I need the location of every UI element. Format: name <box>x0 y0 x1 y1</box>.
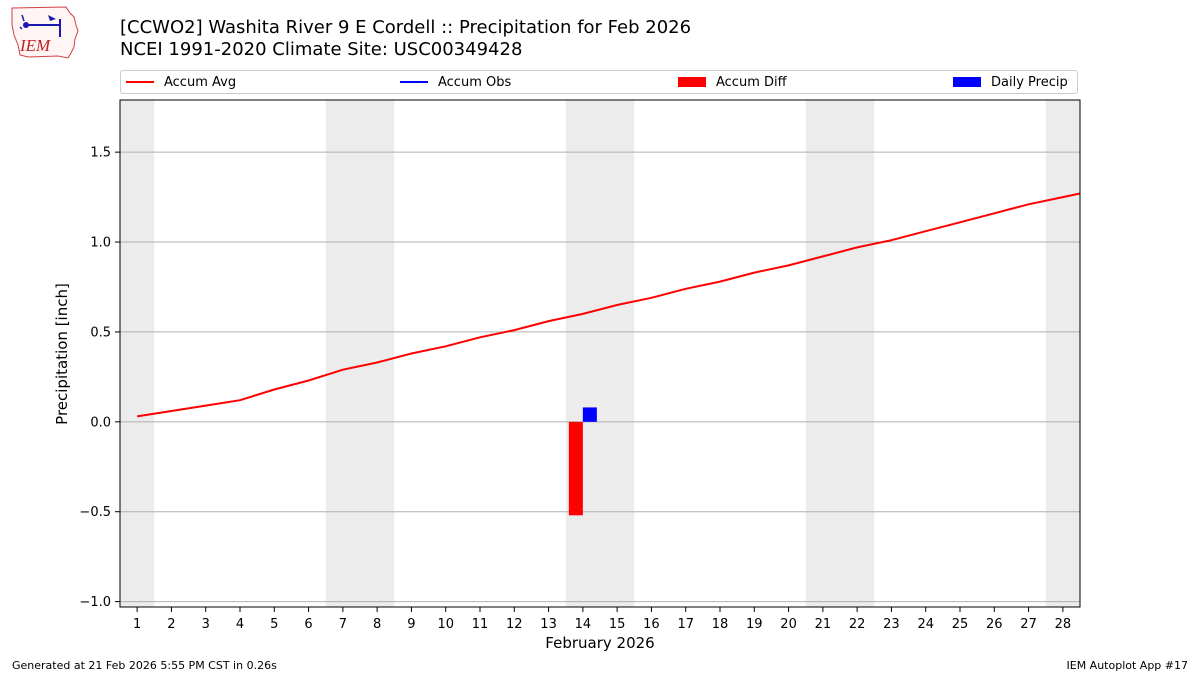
legend-item-accum-diff: Accum Diff <box>678 74 787 92</box>
x-tick-label: 14 <box>575 617 592 632</box>
x-tick-label: 16 <box>643 617 660 632</box>
y-tick-label: −0.5 <box>79 505 111 520</box>
x-tick-label: 1 <box>133 617 141 632</box>
accum-diff-bar <box>568 421 583 516</box>
x-tick-label: 8 <box>373 617 381 632</box>
weekend-shade <box>1045 100 1080 607</box>
x-tick-label: 25 <box>952 617 969 632</box>
y-axis-label: Precipitation [inch] <box>53 283 71 425</box>
plot-frame <box>119 99 1081 608</box>
x-axis-label: February 2026 <box>545 634 655 652</box>
x-tick-label: 20 <box>780 617 797 632</box>
x-tick-label: 23 <box>883 617 900 632</box>
legend-swatch-accum-diff <box>678 76 706 87</box>
accum-avg-line <box>136 192 1081 418</box>
legend: Accum Avg Accum Obs Accum Diff Daily Pre… <box>120 70 1078 94</box>
x-tick-label: 17 <box>677 617 694 632</box>
weekend-shade <box>120 100 155 607</box>
legend-label: Accum Obs <box>438 75 512 90</box>
x-tick-label: 15 <box>609 617 626 632</box>
x-tick-label: 6 <box>304 617 312 632</box>
x-tick-label: 18 <box>712 617 729 632</box>
weekend-shade <box>325 100 395 607</box>
x-tick-label: 4 <box>236 617 244 632</box>
weekend-shade <box>805 100 875 607</box>
legend-item-accum-obs: Accum Obs <box>400 74 511 92</box>
x-tick-label: 7 <box>339 617 347 632</box>
x-tick-label: 3 <box>202 617 210 632</box>
logo-text: IEM <box>19 36 51 55</box>
x-tick-label: 11 <box>472 617 489 632</box>
legend-swatch-daily-precip <box>953 76 981 87</box>
legend-label: Accum Avg <box>164 75 237 90</box>
y-tick-label: 0.0 <box>90 415 111 430</box>
legend-item-daily-precip: Daily Precip <box>953 74 1068 92</box>
legend-label: Daily Precip <box>991 75 1068 90</box>
y-tick-label: 0.5 <box>90 325 111 340</box>
x-tick-label: 27 <box>1020 617 1037 632</box>
chart-title-line2: NCEI 1991-2020 Climate Site: USC00349428 <box>120 39 523 60</box>
app-id-label: IEM Autoplot App #17 <box>1066 659 1189 672</box>
x-tick-label: 12 <box>506 617 523 632</box>
x-tick-label: 28 <box>1055 617 1072 632</box>
x-tick-label: 21 <box>815 617 832 632</box>
x-tick-label: 2 <box>167 617 175 632</box>
legend-swatch-accum-avg <box>126 80 154 83</box>
iem-logo: IEM <box>8 5 80 60</box>
daily-precip-bar <box>582 407 597 422</box>
x-tick-label: 24 <box>917 617 934 632</box>
legend-label: Accum Diff <box>716 75 787 90</box>
x-tick-label: 22 <box>849 617 866 632</box>
y-tick-label: 1.0 <box>90 236 111 251</box>
x-tick-label: 19 <box>746 617 763 632</box>
chart-title: [CCWO2] Washita River 9 E Cordell :: Pre… <box>120 17 691 61</box>
x-tick-label: 5 <box>270 617 278 632</box>
x-tick-label: 13 <box>540 617 557 632</box>
y-tick-label: −1.0 <box>79 595 111 610</box>
x-tick-label: 9 <box>407 617 415 632</box>
y-tick-label: 1.5 <box>90 146 111 161</box>
legend-swatch-accum-obs <box>400 80 428 83</box>
legend-item-accum-avg: Accum Avg <box>126 74 236 92</box>
x-tick-label: 26 <box>986 617 1003 632</box>
generated-timestamp: Generated at 21 Feb 2026 5:55 PM CST in … <box>12 659 277 672</box>
x-tick-label: 10 <box>437 617 454 632</box>
weekend-shade <box>565 100 635 607</box>
chart-title-line1: [CCWO2] Washita River 9 E Cordell :: Pre… <box>120 17 692 38</box>
